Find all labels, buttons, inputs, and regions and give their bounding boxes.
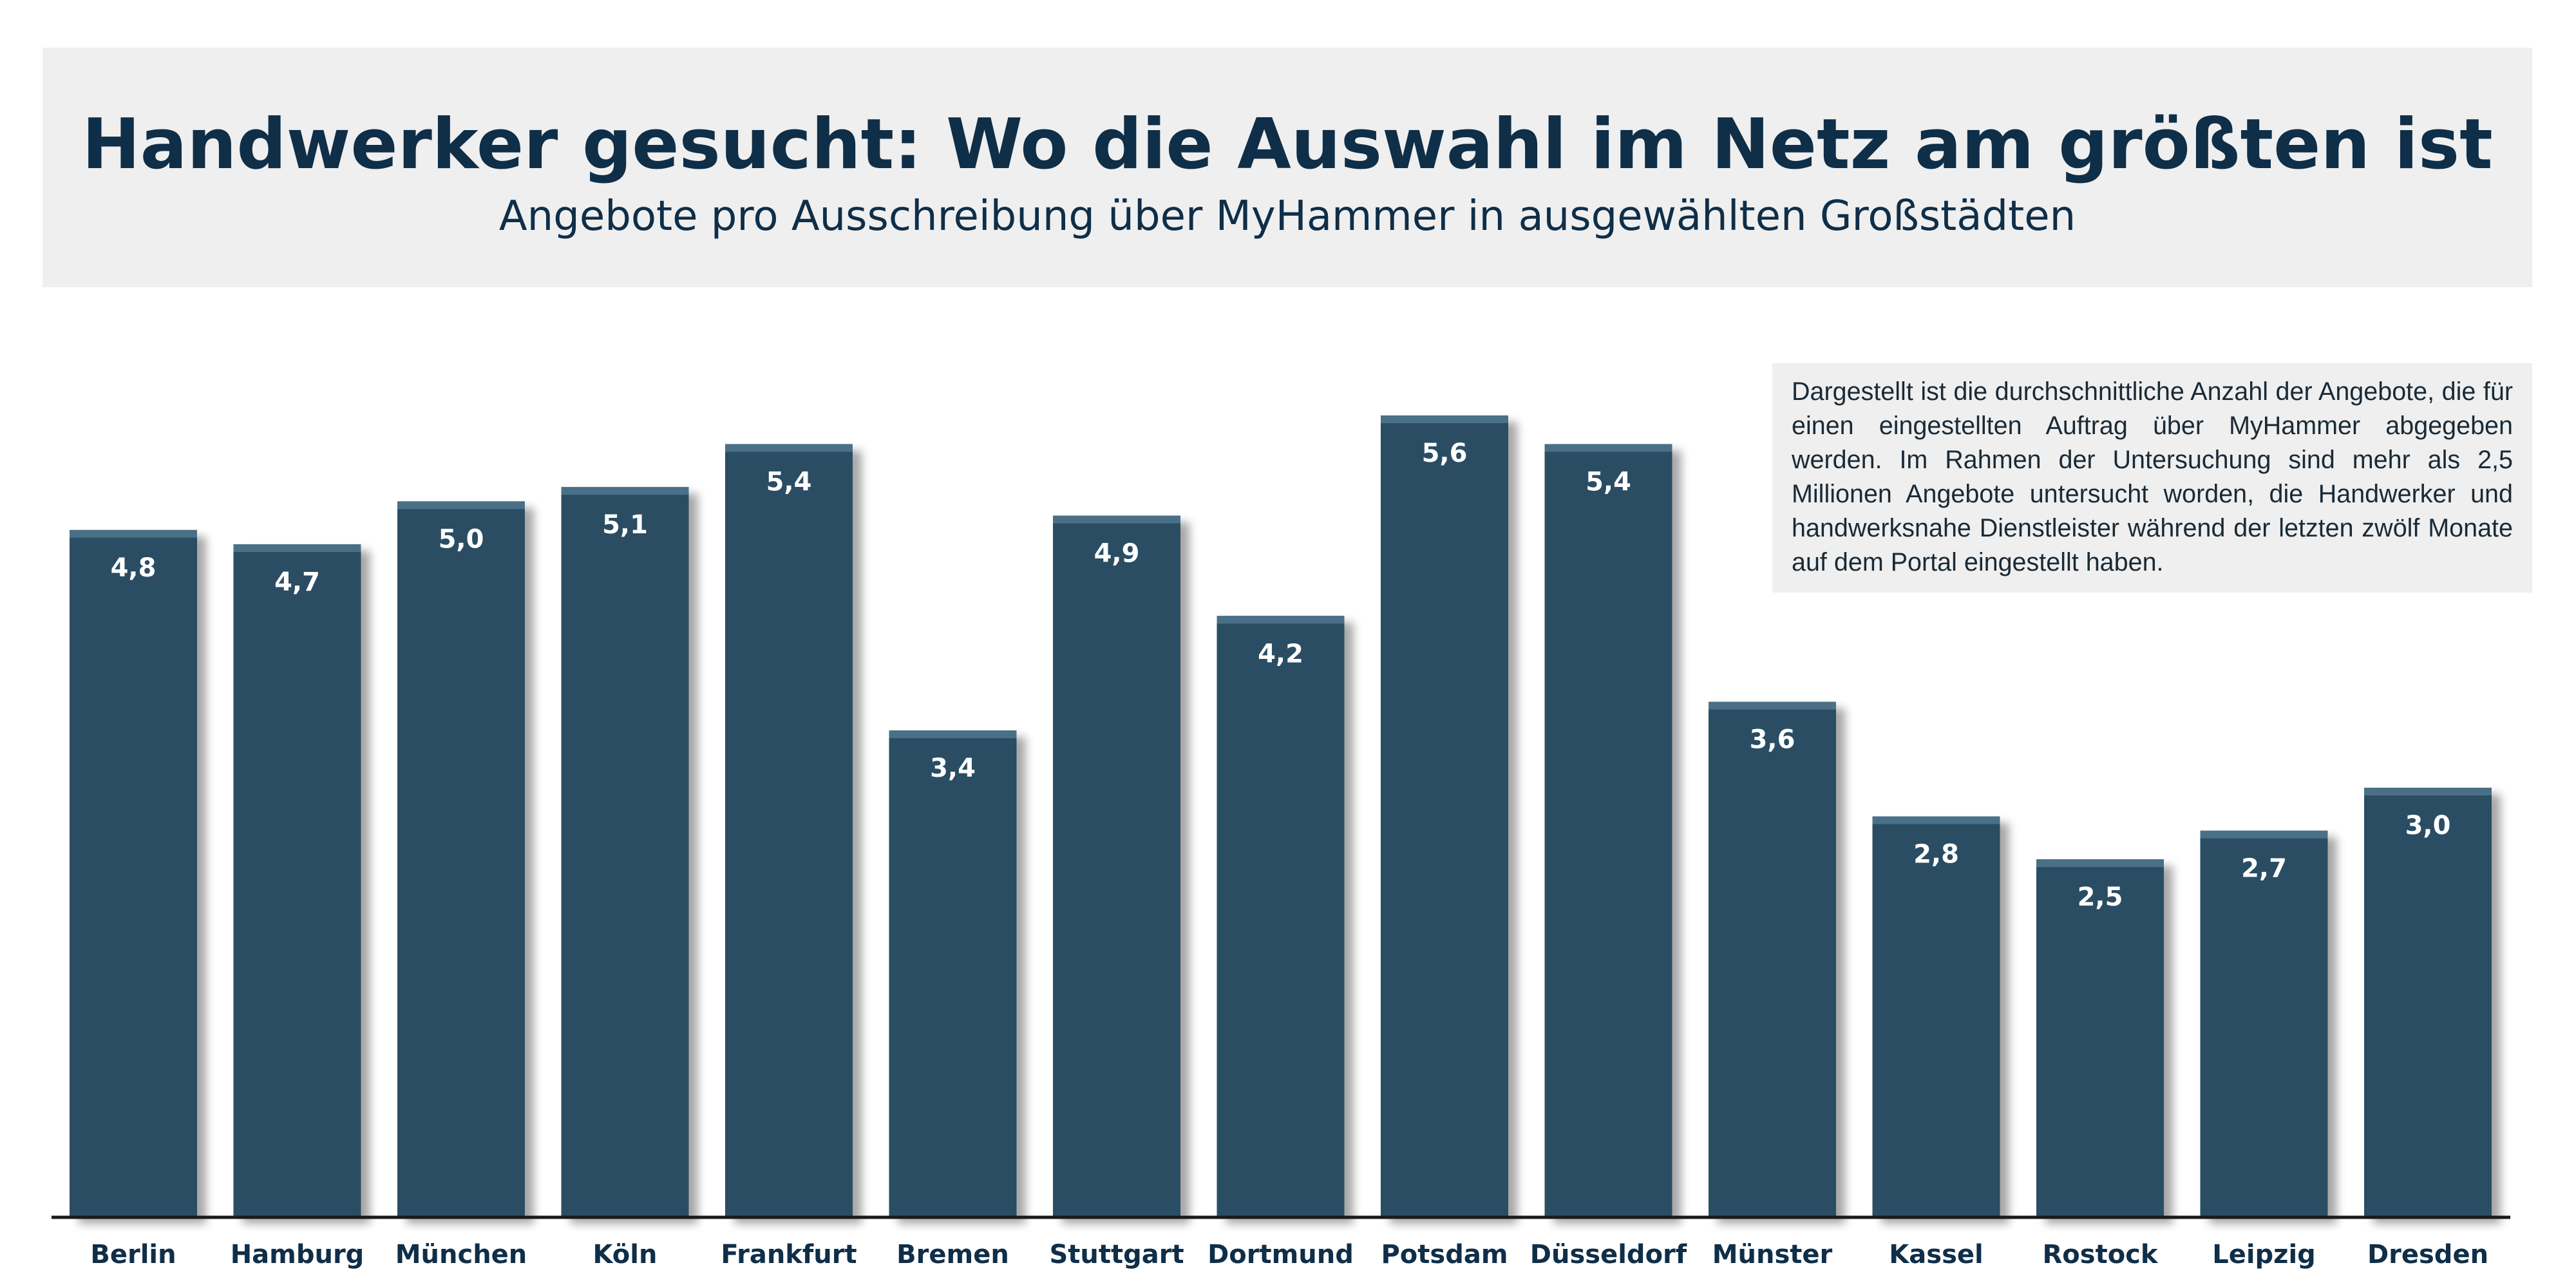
- category-label-5: Frankfurt: [721, 1240, 857, 1269]
- value-label-13: 2,5: [2078, 882, 2123, 912]
- bar-7: [1053, 515, 1180, 1217]
- bar-5: [725, 444, 853, 1217]
- bar-11: [1709, 701, 1836, 1217]
- value-label-12: 2,8: [1913, 840, 1959, 870]
- value-label-3: 5,0: [439, 524, 484, 554]
- value-label-8: 4,2: [1258, 639, 1303, 669]
- category-label-2: Hamburg: [231, 1240, 365, 1269]
- category-label-10: Düsseldorf: [1530, 1240, 1687, 1269]
- chart-subtitle: Angebote pro Ausschreibung über MyHammer…: [498, 193, 2076, 240]
- bar-2: [233, 544, 361, 1217]
- bar-15: [2364, 788, 2492, 1217]
- category-label-9: Potsdam: [1381, 1240, 1508, 1269]
- bar-4: [561, 487, 689, 1218]
- bar-12: [1872, 816, 2000, 1217]
- bar-6: [889, 730, 1017, 1217]
- value-label-6: 3,4: [930, 754, 976, 783]
- header-panel: Handwerker gesucht: Wo die Auswahl im Ne…: [43, 48, 2532, 287]
- bar-13: [2036, 859, 2164, 1217]
- chart-title: Handwerker gesucht: Wo die Auswahl im Ne…: [82, 104, 2493, 185]
- category-label-8: Dortmund: [1208, 1240, 1354, 1269]
- category-label-6: Bremen: [896, 1240, 1009, 1269]
- category-label-1: Berlin: [90, 1240, 176, 1269]
- category-label-14: Leipzig: [2212, 1240, 2316, 1269]
- category-label-12: Kassel: [1889, 1240, 1983, 1269]
- value-label-14: 2,7: [2241, 854, 2287, 884]
- category-label-3: München: [395, 1240, 527, 1269]
- value-label-10: 5,4: [1586, 467, 1631, 497]
- value-label-15: 3,0: [2405, 811, 2451, 841]
- category-label-4: Köln: [593, 1240, 658, 1269]
- value-label-1: 4,8: [111, 553, 156, 583]
- bar-9: [1381, 415, 1508, 1217]
- bar-14: [2200, 830, 2328, 1217]
- methodology-note: Dargestellt ist die durchschnittliche An…: [1772, 363, 2532, 593]
- value-label-4: 5,1: [602, 510, 648, 540]
- category-label-7: Stuttgart: [1049, 1240, 1184, 1269]
- value-label-5: 5,4: [766, 467, 812, 497]
- value-label-7: 4,9: [1094, 539, 1140, 569]
- value-label-9: 5,6: [1422, 439, 1468, 468]
- category-label-15: Dresden: [2367, 1240, 2488, 1269]
- bar-1: [70, 529, 197, 1217]
- category-label-13: Rostock: [2042, 1240, 2158, 1269]
- bar-3: [397, 501, 525, 1218]
- value-label-11: 3,6: [1750, 725, 1795, 755]
- bar-8: [1217, 616, 1345, 1217]
- bar-10: [1544, 444, 1672, 1217]
- value-label-2: 4,7: [274, 567, 320, 597]
- category-label-11: Münster: [1712, 1240, 1833, 1269]
